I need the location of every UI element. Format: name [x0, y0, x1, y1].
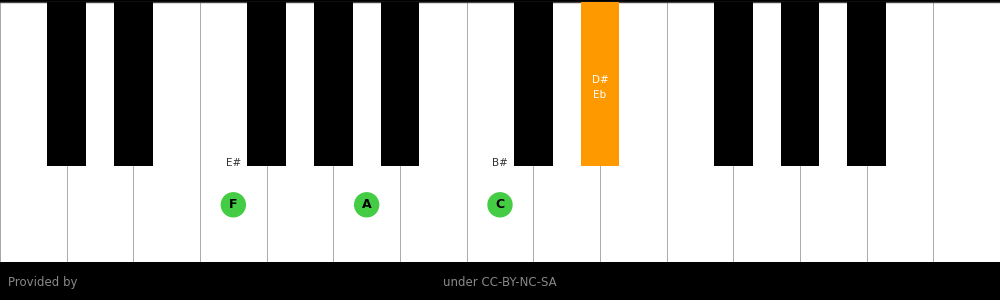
Bar — [514, 2, 553, 166]
Bar — [381, 2, 419, 166]
Text: C: C — [495, 198, 505, 211]
Bar — [314, 2, 353, 166]
Bar — [47, 2, 86, 166]
Bar — [800, 2, 867, 262]
Bar — [133, 2, 200, 262]
Text: D#: D# — [592, 75, 608, 85]
Circle shape — [488, 193, 512, 217]
Bar — [333, 2, 400, 262]
Bar — [781, 2, 819, 166]
Circle shape — [590, 126, 610, 146]
Bar — [667, 2, 733, 262]
Bar — [600, 2, 667, 262]
Circle shape — [355, 193, 379, 217]
Text: F: F — [229, 198, 238, 211]
Bar — [267, 2, 333, 262]
Text: A: A — [362, 198, 371, 211]
Bar — [533, 2, 600, 262]
Text: B#: B# — [492, 158, 508, 168]
Text: Provided by: Provided by — [8, 276, 78, 290]
Text: E#: E# — [226, 158, 241, 168]
Bar — [247, 2, 286, 166]
Bar — [114, 2, 153, 166]
Bar — [200, 2, 267, 262]
Bar — [67, 2, 133, 262]
Bar — [867, 2, 933, 262]
Bar — [0, 2, 67, 262]
Bar — [400, 2, 467, 262]
Circle shape — [221, 193, 245, 217]
Bar — [581, 2, 619, 166]
Bar — [847, 2, 886, 166]
Bar — [933, 2, 1000, 262]
Bar — [714, 2, 753, 166]
Bar — [0, 262, 1000, 300]
Bar — [733, 2, 800, 262]
Bar — [467, 2, 533, 262]
Text: Eb: Eb — [593, 90, 607, 100]
Text: under CC-BY-NC-SA: under CC-BY-NC-SA — [443, 276, 557, 290]
